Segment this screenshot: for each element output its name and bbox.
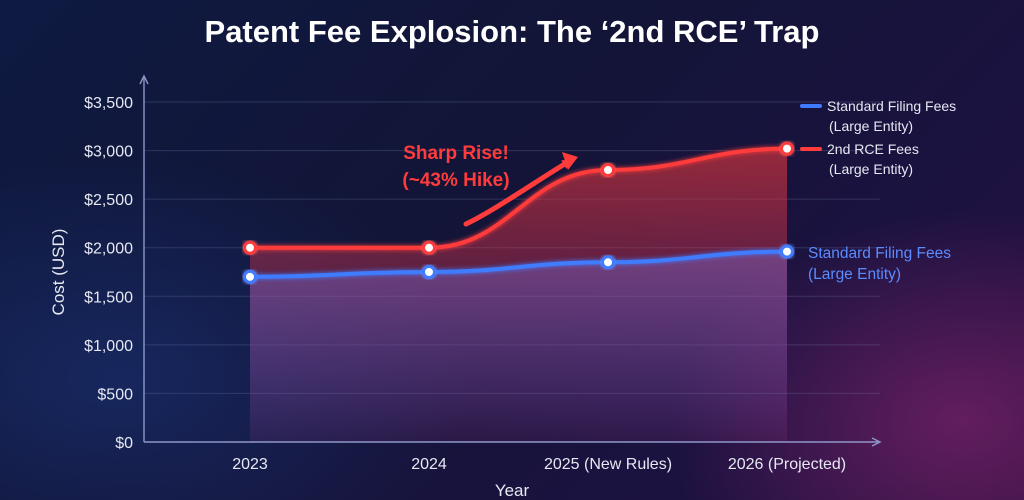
data-point [601,255,615,270]
y-tick-labels: $0 $500 $1,000 $1,500 $2,000 $2,500 $3,000 $3,5… [84,95,133,452]
x-tick-label: 2023 [232,456,268,473]
series-line [248,249,789,279]
x-axis-label: Year [495,481,530,500]
x-tick-labels: 2023 2024 2025 (New Rules) 2026 (Projected) [232,456,846,473]
data-point [780,141,794,156]
annotation-text: Sharp Rise! [403,143,509,164]
x-tick-label: 2025 (New Rules) [544,456,672,473]
y-tick-label: $1,500 [84,289,133,306]
y-tick-label: $2,000 [84,241,133,258]
series-end-label: Standard Filing Fees (Large Entity) [808,245,951,283]
area-layer [250,148,787,442]
y-axis-arrow [139,74,149,85]
legend-label: (Large Entity) [829,118,913,134]
data-point [422,240,436,255]
y-tick-label: $0 [115,435,133,452]
y-tick-label: $1,000 [84,338,133,355]
y-tick-label: $3,500 [84,95,133,112]
legend-label: 2nd RCE Fees [827,141,919,157]
data-point [243,269,257,284]
annotation-arrow [463,159,573,227]
end-label-text: (Large Entity) [808,266,901,283]
data-point [243,240,257,255]
data-point [780,244,794,259]
x-axis-arrow [871,437,882,447]
data-point [422,265,436,279]
series-line [248,146,789,250]
chart-title: Patent Fee Explosion: The ‘2nd RCE’ Trap [205,14,820,49]
point-layer [243,141,794,284]
annotation-arrowhead [562,152,578,170]
annotation-text: (~43% Hike) [402,170,509,191]
y-tick-label: $2,500 [84,192,133,209]
x-tick-label: 2024 [411,456,447,473]
axes [139,74,882,447]
annotation: Sharp Rise! (~43% Hike) [402,143,578,227]
y-axis-label: Cost (USD) [49,229,68,316]
legend-label: (Large Entity) [829,161,913,177]
end-label-text: Standard Filing Fees [808,245,951,262]
legend: Standard Filing Fees (Large Entity) 2nd RC… [800,98,956,177]
series-area [250,148,787,442]
data-point [601,163,615,177]
legend-label: Standard Filing Fees [827,98,956,114]
y-tick-label: $3,000 [84,144,133,161]
y-tick-label: $500 [97,386,133,403]
x-tick-label: 2026 (Projected) [728,456,846,473]
line-layer [248,146,789,279]
